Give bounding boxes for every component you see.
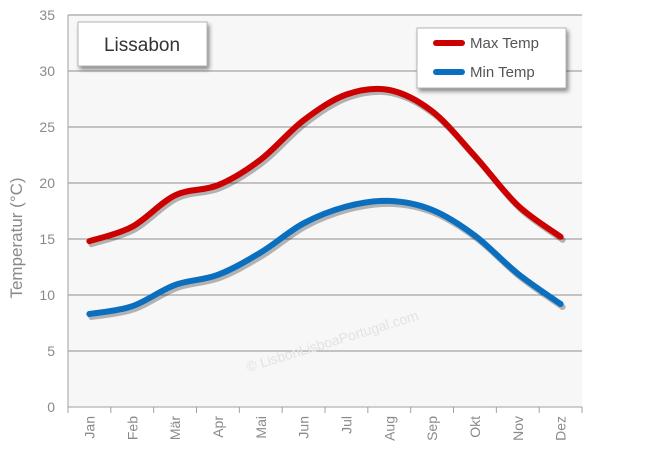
y-tick-label: 10 bbox=[39, 287, 55, 303]
y-axis-title: Temperatur (°C) bbox=[7, 177, 26, 298]
x-tick-label: Mai bbox=[253, 416, 269, 439]
x-tick-label: Jun bbox=[296, 416, 312, 439]
y-tick-label: 5 bbox=[47, 343, 55, 359]
y-tick-label: 30 bbox=[39, 63, 55, 79]
x-tick-label: Jul bbox=[338, 416, 354, 434]
legend-label-min-temp: Min Temp bbox=[470, 64, 535, 81]
y-tick-label: 35 bbox=[39, 7, 55, 23]
y-tick-label: 25 bbox=[39, 119, 55, 135]
legend: Max Temp Min Temp bbox=[416, 27, 567, 89]
x-tick-label: Dez bbox=[553, 416, 569, 441]
series-lines bbox=[86, 85, 566, 320]
chart-title-box: Lissabon bbox=[77, 21, 208, 67]
x-tick-label: Aug bbox=[381, 416, 397, 441]
x-tick-label: Feb bbox=[124, 416, 140, 440]
y-tick-label: 20 bbox=[39, 175, 55, 191]
series-line-min-temp bbox=[86, 197, 564, 317]
y-tick-label: 15 bbox=[39, 231, 55, 247]
x-tick-label: Nov bbox=[510, 416, 526, 441]
legend-label-max-temp: Max Temp bbox=[470, 35, 539, 52]
x-tick-label: Mär bbox=[167, 416, 183, 440]
x-axis: Jan Feb Mär Apr Mai Jun Jul Aug Sep Okt Nov Dez bbox=[67, 407, 583, 441]
x-tick-label: Jan bbox=[81, 416, 97, 439]
chart-title: Lissabon bbox=[104, 35, 180, 56]
x-tick-label: Okt bbox=[467, 416, 483, 438]
x-tick-label: Sep bbox=[424, 416, 440, 441]
series-line-max-temp bbox=[86, 85, 564, 245]
y-tick-label: 0 bbox=[47, 399, 55, 415]
y-axis: 0 5 10 15 20 25 30 35 bbox=[39, 7, 69, 415]
x-tick-label: Apr bbox=[210, 416, 226, 438]
